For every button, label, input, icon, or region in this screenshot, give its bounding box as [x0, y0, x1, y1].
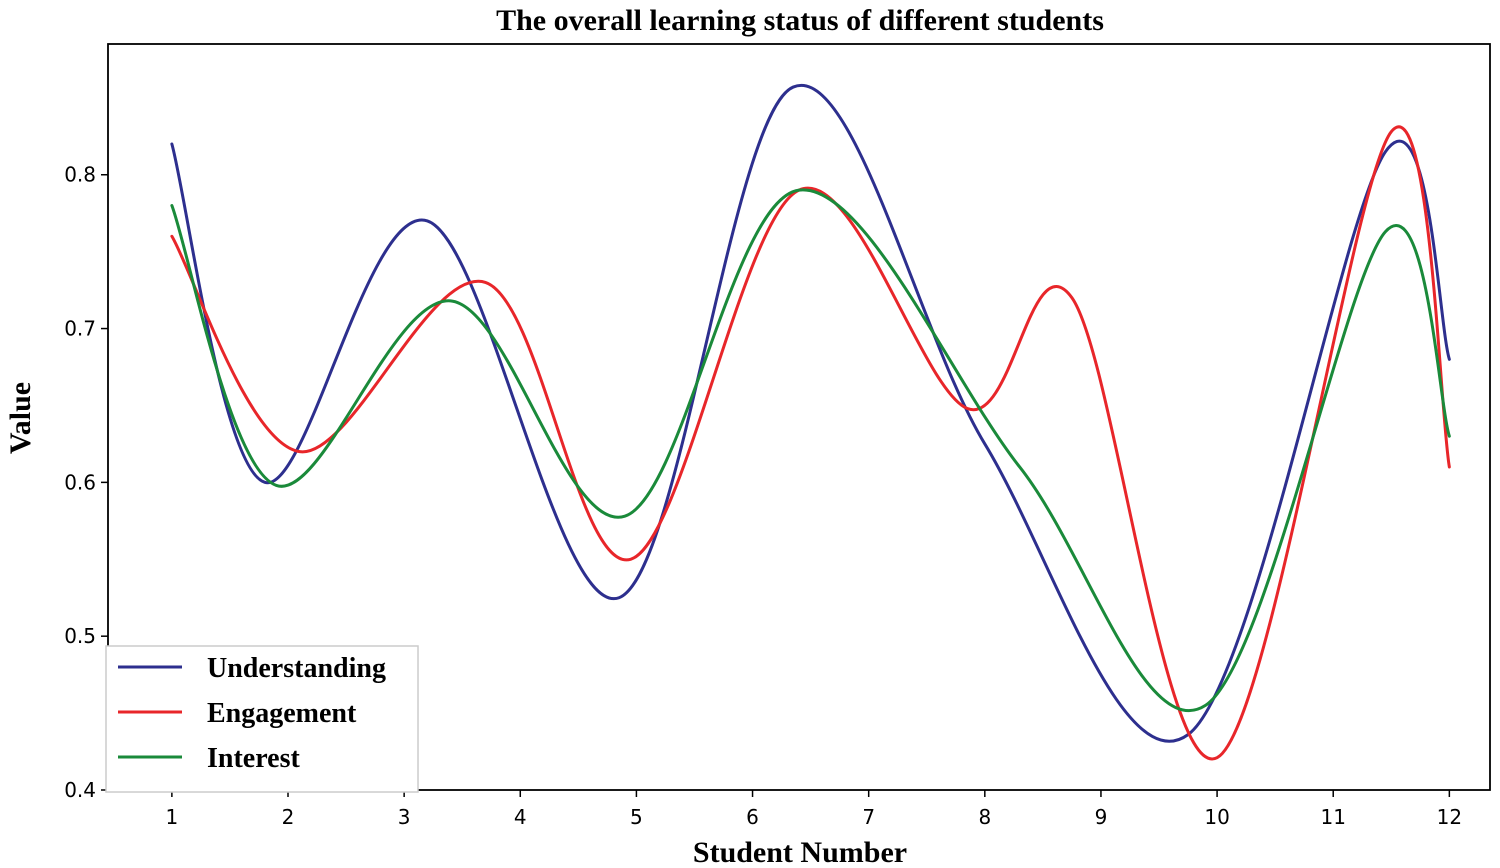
y-tick-label: 0.8	[64, 163, 96, 187]
y-tick-label: 0.4	[64, 778, 96, 802]
x-tick-label: 9	[1095, 805, 1108, 829]
x-axis-label: Student Number	[693, 836, 907, 868]
x-tick-label: 6	[746, 805, 759, 829]
x-tick-label: 10	[1204, 805, 1229, 829]
y-tick-label: 0.7	[64, 317, 96, 341]
legend-label-understanding: Understanding	[207, 653, 386, 684]
series-line-engagement	[170, 125, 1451, 761]
x-tick-label: 5	[630, 805, 643, 829]
plot-frame	[107, 43, 1491, 791]
series-line-understanding	[170, 83, 1451, 743]
axis-ticks: 1 2 3 4 5 6 7 8 9 10 11 120.40.50.60.70.8	[64, 163, 1462, 829]
x-tick-label: 1	[166, 805, 179, 829]
x-tick-label: 12	[1437, 805, 1462, 829]
chart-title: The overall learning status of different…	[496, 4, 1104, 37]
x-tick-label: 7	[862, 805, 875, 829]
legend-label-interest: Interest	[207, 743, 300, 774]
legend-label-engagement: Engagement	[207, 698, 357, 729]
y-tick-label: 0.5	[64, 624, 96, 648]
legend: Understanding Engagement Interest	[105, 645, 419, 793]
x-tick-label: 4	[514, 805, 527, 829]
x-tick-label: 11	[1320, 805, 1345, 829]
x-tick-label: 2	[282, 805, 295, 829]
y-axis-label: Value	[4, 382, 37, 454]
y-tick-label: 0.6	[64, 470, 96, 494]
legend-box	[105, 645, 419, 793]
x-tick-label: 8	[978, 805, 991, 829]
x-tick-label: 3	[398, 805, 411, 829]
plot-area	[170, 83, 1451, 761]
series-line-interest	[170, 188, 1451, 713]
